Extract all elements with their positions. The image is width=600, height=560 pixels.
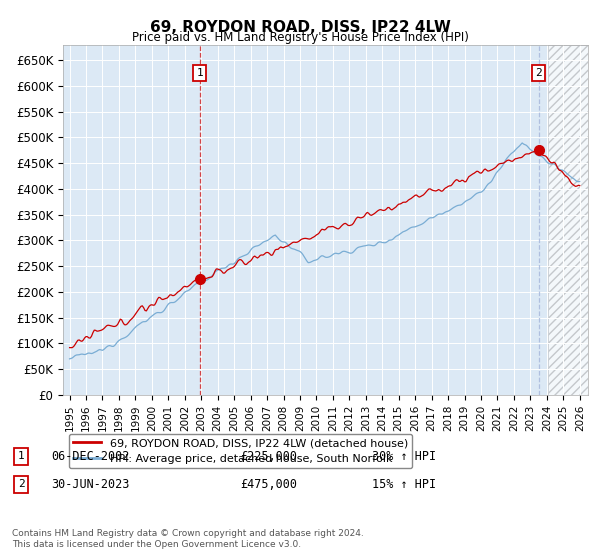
Text: Price paid vs. HM Land Registry's House Price Index (HPI): Price paid vs. HM Land Registry's House … [131,31,469,44]
Text: 15% ↑ HPI: 15% ↑ HPI [372,478,436,491]
Text: £225,000: £225,000 [240,450,297,463]
Text: 30-JUN-2023: 30-JUN-2023 [51,478,130,491]
Text: 1: 1 [197,68,203,78]
Text: 30% ↑ HPI: 30% ↑ HPI [372,450,436,463]
Text: Contains HM Land Registry data © Crown copyright and database right 2024.
This d: Contains HM Land Registry data © Crown c… [12,529,364,549]
Text: 2: 2 [535,68,542,78]
Text: 69, ROYDON ROAD, DISS, IP22 4LW: 69, ROYDON ROAD, DISS, IP22 4LW [149,20,451,35]
Text: 1: 1 [17,451,25,461]
Legend: 69, ROYDON ROAD, DISS, IP22 4LW (detached house), HPI: Average price, detached h: 69, ROYDON ROAD, DISS, IP22 4LW (detache… [68,433,412,468]
Text: 06-DEC-2002: 06-DEC-2002 [51,450,130,463]
Text: £475,000: £475,000 [240,478,297,491]
Text: 2: 2 [17,479,25,489]
Bar [548,45,588,395]
Bar [548,45,588,395]
